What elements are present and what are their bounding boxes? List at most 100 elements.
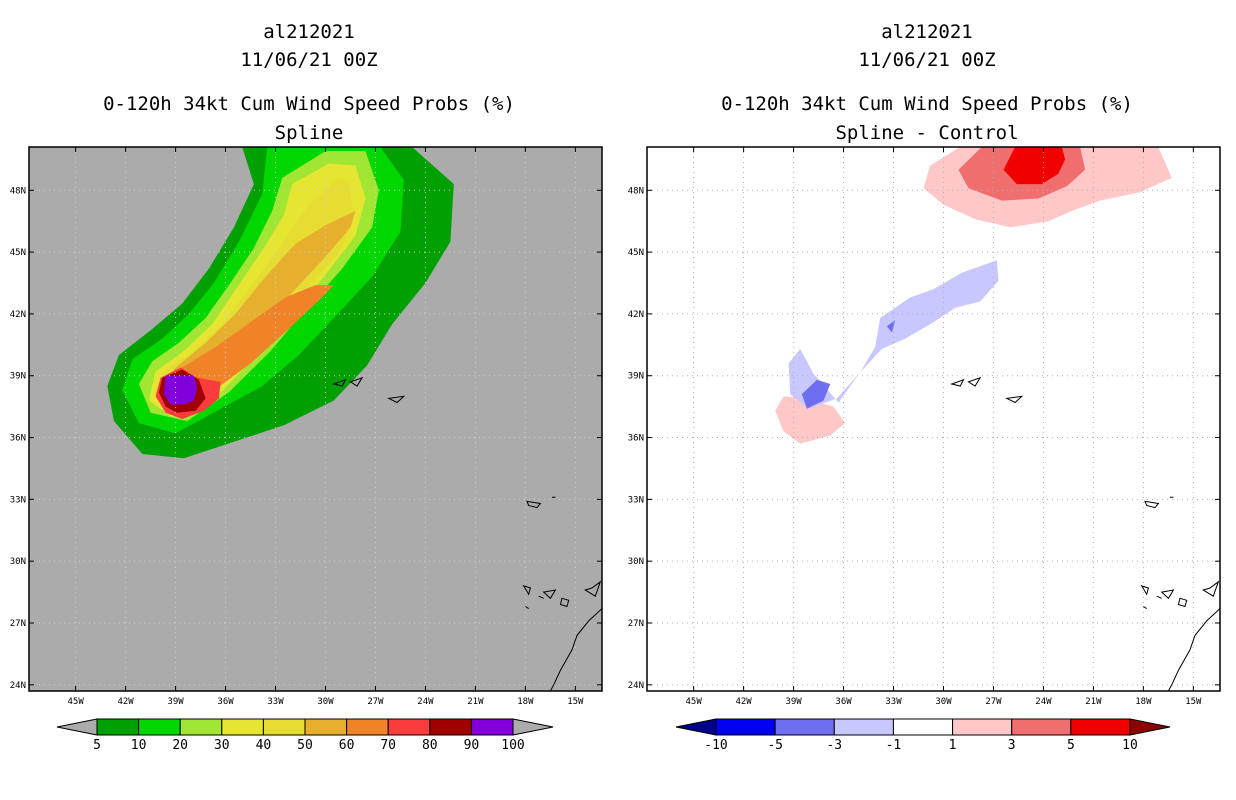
island-outline [1005,395,1024,404]
island-outline [1177,597,1188,608]
lat-tick-label: 30N [10,557,26,567]
lon-tick-label: 45W [68,697,85,707]
contour-90-9 [163,375,198,405]
island-outline [584,580,602,597]
right-chart-title: 0-120h 34kt Cum Wind Speed Probs (%) [721,93,1133,115]
lon-tick-label: 27W [985,697,1002,707]
lon-tick-label: 42W [735,697,752,707]
lat-tick-label: 30N [628,557,644,567]
lat-tick-label: 33N [10,495,26,505]
colorbar-swatch [429,718,472,736]
lat-tick-label: 39N [628,372,644,382]
lat-tick-label: 27N [10,619,26,629]
colorbar-label: 10 [131,738,147,753]
colorbar-label: 70 [380,738,396,753]
colorbar-swatch [221,718,264,736]
lon-tick-label: 36W [835,697,852,707]
colorbar-swatch [96,718,140,736]
left-chart-subtitle: Spline [275,122,344,144]
island-outline [538,595,544,599]
panel-left: al212021 11/06/21 00Z 0-120h 34kt Cum Wi… [10,21,603,753]
lat-tick-label: 42N [628,310,644,320]
right-storm-id: al212021 [881,21,973,43]
lon-tick-label: 42W [117,697,134,707]
lat-tick-label: 48N [10,186,26,196]
colorbar-swatch [346,718,389,736]
left-storm-id: al212021 [263,21,355,43]
colorbar-label: -3 [826,738,842,753]
lat-tick-label: 48N [628,186,644,196]
colorbar-swatch [715,718,776,736]
colorbar-label: 50 [297,738,313,753]
lat-tick-label: 24N [628,681,644,691]
colorbar-swatch [1070,718,1131,736]
right-colorbar: -10 -5 -3 -1 1 3 5 10 [675,718,1171,753]
lon-tick-label: 27W [367,697,384,707]
left-colorbar: 5 10 20 30 40 50 60 70 80 90 100 [56,718,554,753]
colorbar-label: 10 [1122,738,1138,753]
lat-tick-label: 24N [10,681,26,691]
contour-1-3 [775,396,846,444]
coastline-africa [549,608,602,691]
colorbar-swatch [774,718,835,736]
lon-tick-label: 24W [1035,697,1052,707]
lon-tick-label: 45W [686,697,703,707]
lat-tick-label: 27N [628,619,644,629]
colorbar-swatch [892,718,954,736]
lat-tick-label: 39N [10,372,26,382]
lon-tick-label: 39W [167,697,184,707]
colorbar-over-arrow [512,718,554,736]
colorbar-swatch [1011,718,1072,736]
left-map-plot: 45W 42W 39W 36W 33W 30W 27W 24W 21W 18W 15W 24N 27N 3… [10,146,603,707]
colorbar-label: 5 [1067,738,1075,753]
colorbar-label: 80 [422,738,438,753]
island-outline [525,606,529,610]
right-chart-subtitle: Spline - Control [835,122,1018,144]
contour-60-6 [163,285,334,405]
island-outline [526,500,542,509]
colorbar-swatch [952,718,1013,736]
lat-tick-label: 45N [10,248,26,258]
lat-tick-label: 36N [10,434,26,444]
colorbar-swatch [470,718,514,736]
island-outline [387,395,406,404]
lon-tick-label: 36W [217,697,234,707]
island-outline [1143,606,1147,610]
colorbar-over-arrow [1129,718,1171,736]
colorbar-label: 90 [464,738,480,753]
right-date-label: 11/06/21 00Z [858,49,995,71]
colorbar-label: -1 [886,738,902,753]
map-background [647,147,1220,691]
lat-tick-label: 36N [628,434,644,444]
island-outline [1144,500,1160,509]
colorbar-label: 100 [501,738,524,753]
panel-right: al212021 11/06/21 00Z 0-120h 34kt Cum Wi… [628,21,1221,753]
lat-tick-label: 33N [628,495,644,505]
island-outline [967,376,982,387]
colorbar-label: 20 [172,738,188,753]
island-outline [1160,589,1175,600]
left-date-label: 11/06/21 00Z [240,49,377,71]
left-chart-title: 0-120h 34kt Cum Wind Speed Probs (%) [103,93,515,115]
lon-tick-label: 33W [885,697,902,707]
island-outline [1156,595,1162,599]
colorbar-swatch [833,718,894,736]
lon-tick-label: 21W [467,697,484,707]
lon-tick-label: 21W [1085,697,1102,707]
island-outline [349,376,364,387]
right-map-plot: 45W 42W 39W 36W 33W 30W 27W 24W 21W 18W 15W 24N 27N 3… [628,146,1221,707]
contour--5-5 [801,379,831,409]
colorbar-label: 30 [214,738,230,753]
colorbar-label: -10 [704,738,727,753]
colorbar-swatch [262,718,306,736]
plot-frame [646,146,1221,692]
lon-tick-label: 39W [785,697,802,707]
lat-tick-label: 45N [628,248,644,258]
colorbar-swatch [179,718,223,736]
lon-tick-label: 30W [935,697,952,707]
island-outline [1140,585,1150,596]
island-outline [950,378,965,387]
lon-tick-label: 24W [417,697,434,707]
colorbar-label: 1 [949,738,957,753]
